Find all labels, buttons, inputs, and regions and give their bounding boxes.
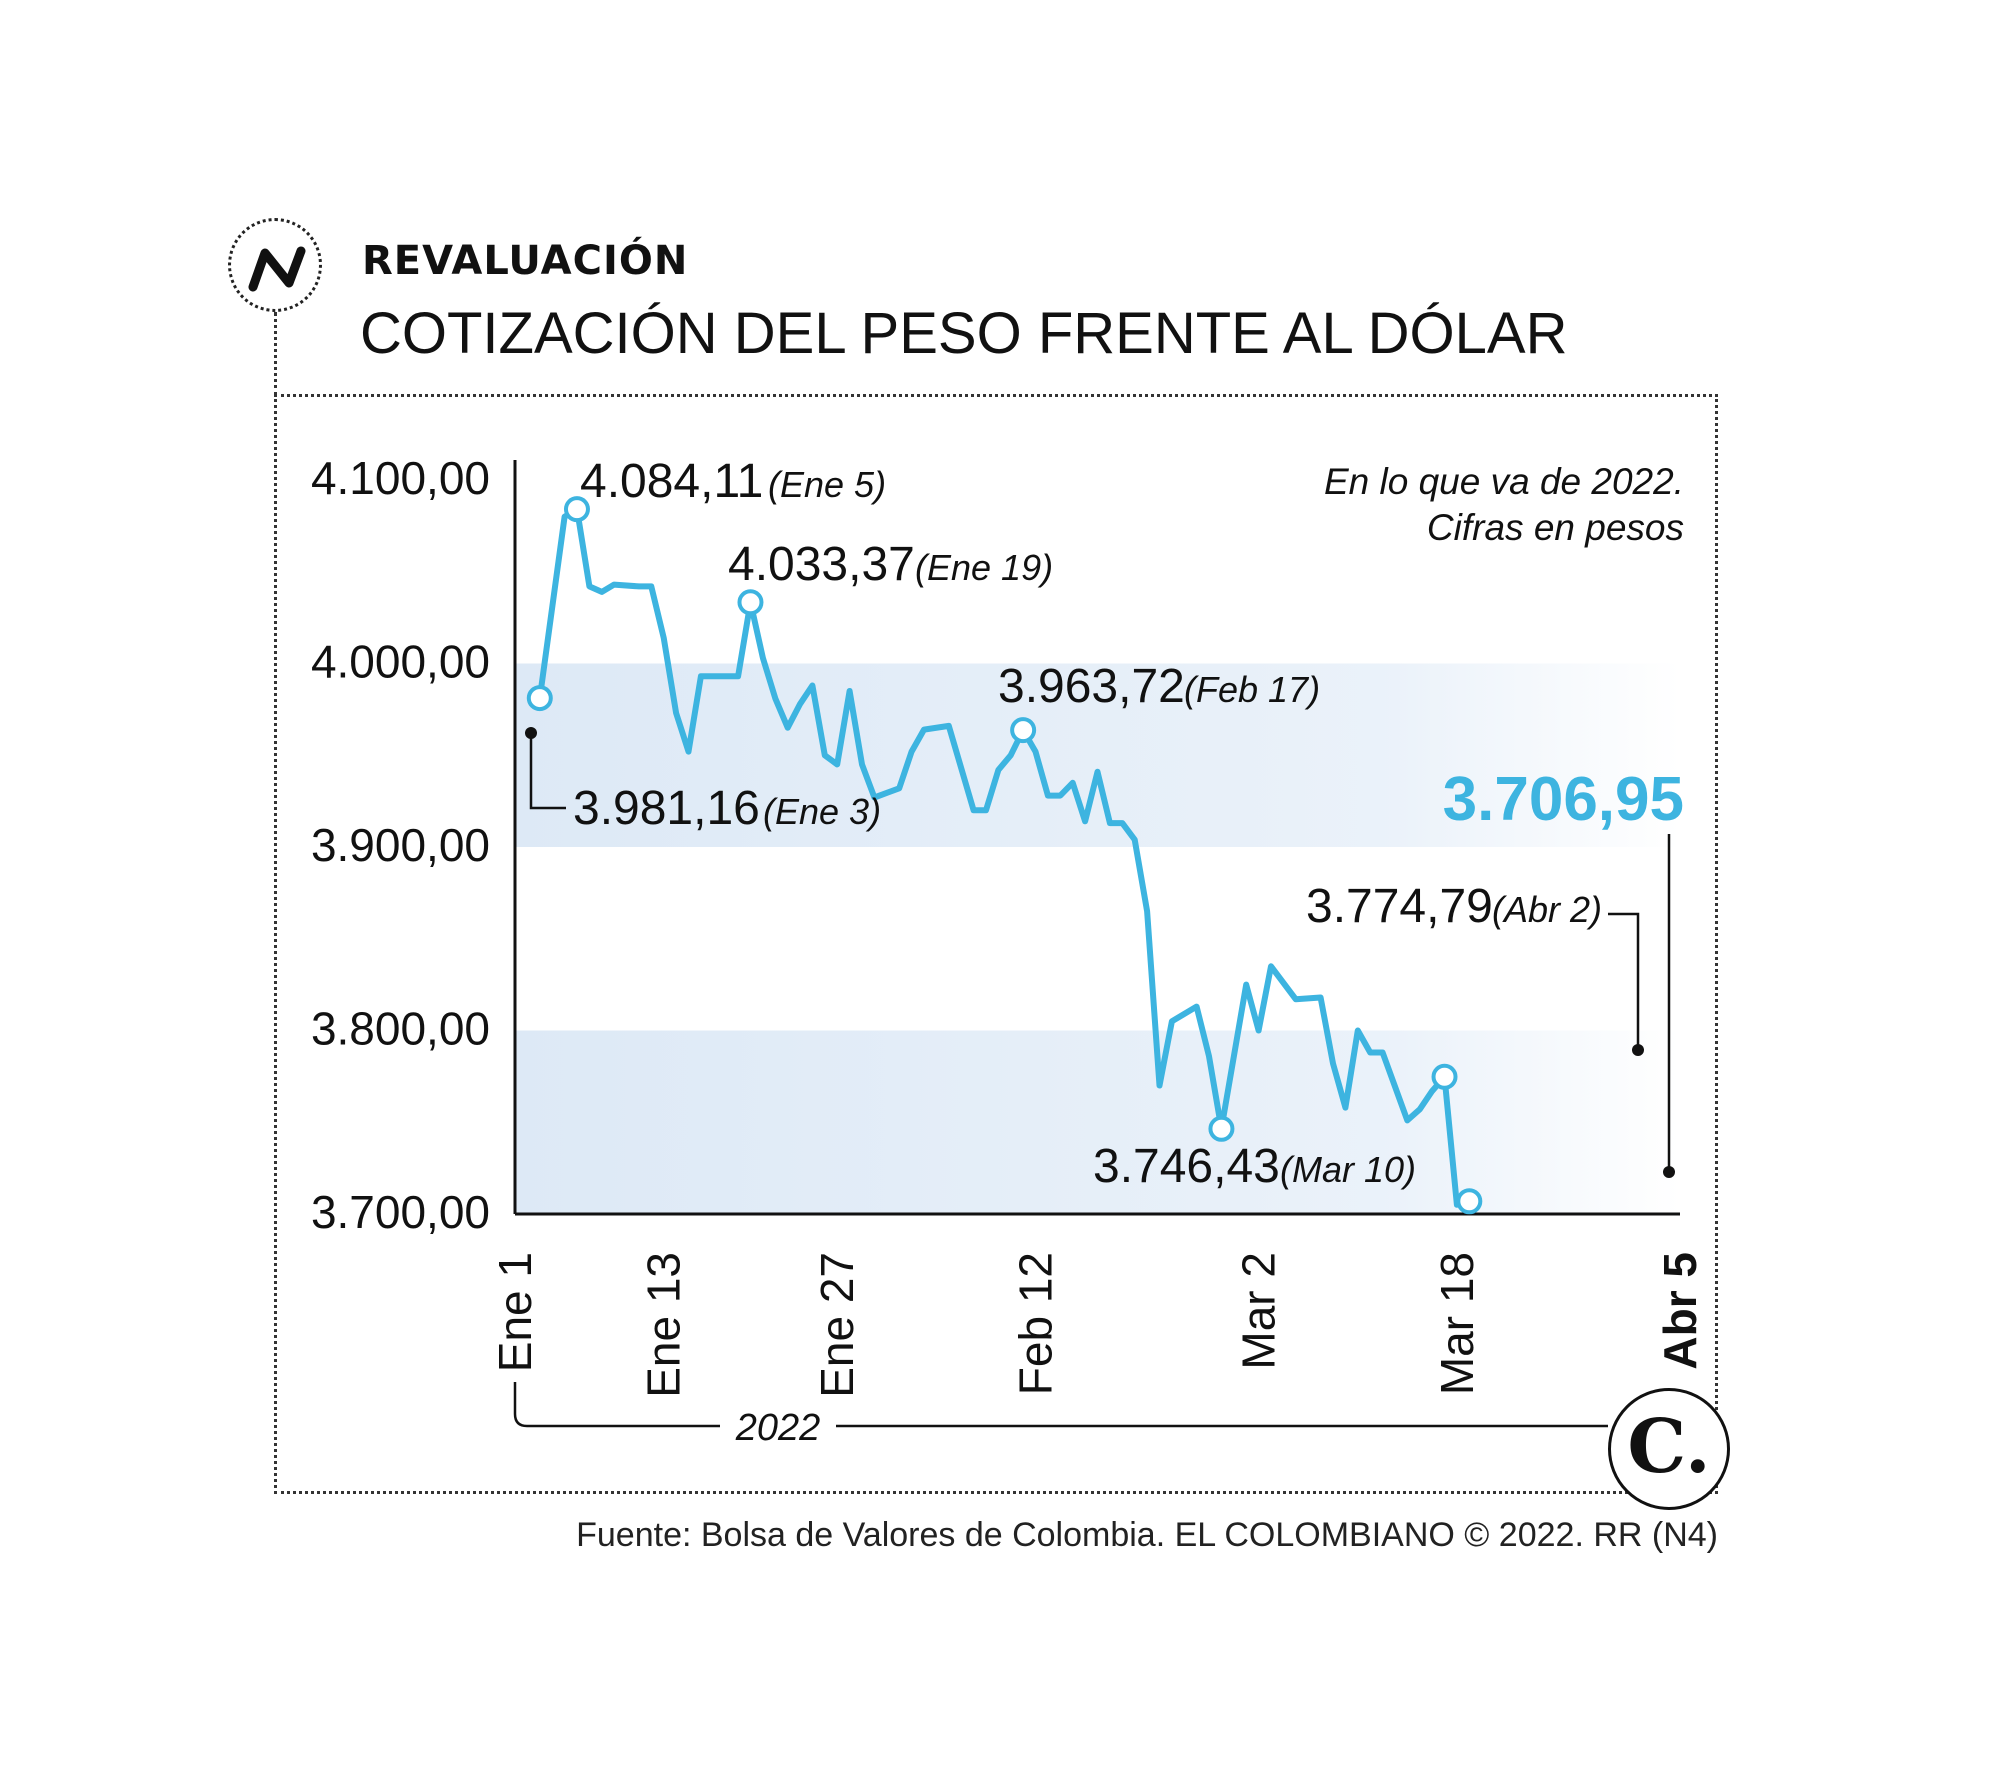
chart-area: 3.700,00 3.800,00 3.900,00 4.000,00 4.100,00… [311,452,1706,1449]
year-bracket-left [513,1382,720,1428]
y-tick-label: 4.100,00 [311,452,490,504]
annotation-leader [529,733,566,810]
highlight-point [1431,1063,1458,1090]
x-tick-label: Abr 5 [1654,1252,1706,1370]
x-tick-label: Mar 18 [1431,1252,1483,1395]
chart-frame [274,394,1718,1494]
trend-line-icon [248,246,306,292]
highlight-point [737,589,764,616]
x-tick-label: Feb 12 [1010,1252,1062,1395]
kicker: REVALUACIÓN [362,238,689,284]
latest-point [1456,1188,1483,1215]
source-note: Fuente: Bolsa de Valores de Colombia. EL… [576,1516,1718,1554]
annotation-date: (Feb 17) [1184,669,1320,710]
annotation-value: 3.981,16 [573,782,760,835]
series-line [536,506,1473,1208]
annotation-date: (Mar 10) [1280,1149,1416,1190]
y-tick-label: 3.800,00 [311,1003,490,1055]
highlight-point [563,496,590,523]
annotation-date: (Ene 3) [763,791,881,832]
x-tick-label: Ene 13 [638,1252,690,1398]
annotation-value: 4.033,37 [728,538,915,591]
annotation-date: (Abr 2) [1492,889,1602,930]
shaded-band-1 [515,1030,1680,1214]
x-tick-label: Ene 1 [489,1252,541,1372]
annotation-value: 4.084,11 [580,455,763,508]
y-tick-label: 4.000,00 [311,636,490,688]
annotation-value: 3.746,43 [1093,1140,1280,1193]
annotation-value: 3.963,72 [998,660,1185,713]
highlight-point [526,685,553,712]
annotation-dot [1632,1044,1644,1056]
x-tick-label: Ene 27 [811,1252,863,1398]
annotation-leader [1608,912,1640,1050]
latest-value: 3.706,95 [1443,765,1684,834]
header-logo [228,218,322,312]
annotation-value: 3.774,79 [1306,880,1493,933]
chart-note: Cifras en pesos [1427,507,1684,548]
annotation-dot [525,727,537,739]
annotation-date: (Ene 19) [915,547,1053,588]
shaded-band-0 [515,663,1680,847]
highlight-point [1208,1115,1235,1142]
x-axis-label: 2022 [735,1407,821,1449]
annotation-date: (Ene 5) [768,464,886,505]
y-tick-label: 3.900,00 [311,819,490,871]
chart-note: En lo que va de 2022. [1324,461,1684,502]
frame-connector [274,312,277,396]
chart-title: COTIZACIÓN DEL PESO FRENTE AL DÓLAR [360,301,1568,366]
y-tick-label: 3.700,00 [311,1186,490,1238]
x-tick-label: Mar 2 [1233,1252,1285,1370]
highlight-point [1010,717,1037,744]
latest-dot [1663,1166,1675,1178]
el-colombiano-logo-icon: C. [1608,1388,1730,1510]
